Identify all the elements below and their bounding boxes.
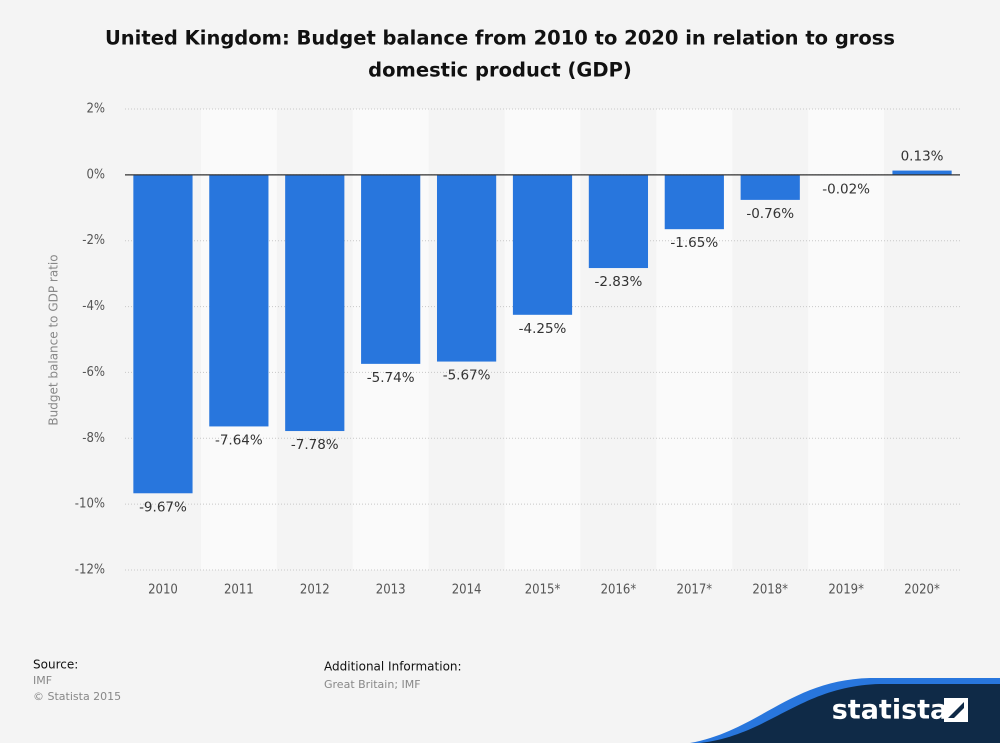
bar xyxy=(664,174,724,230)
logo-wave xyxy=(700,684,1000,743)
bar xyxy=(361,174,421,364)
value-label: -5.74% xyxy=(367,370,415,386)
value-label: -0.76% xyxy=(746,206,794,222)
bar xyxy=(740,174,800,200)
y-tick-label: 2% xyxy=(86,102,105,117)
x-tick-label: 2010 xyxy=(148,583,178,598)
logo[interactable]: statista xyxy=(832,695,949,726)
y-tick-label: -2% xyxy=(82,233,105,248)
value-label: -7.64% xyxy=(215,432,263,448)
copyright: © Statista 2015 xyxy=(33,690,121,703)
value-label: -2.83% xyxy=(595,274,643,290)
value-label: -9.67% xyxy=(139,499,187,515)
bar xyxy=(512,174,573,315)
x-tick-label: 2016* xyxy=(601,583,637,598)
bar xyxy=(133,174,193,494)
source: IMF xyxy=(33,674,52,687)
x-tick-label: 2014 xyxy=(452,583,482,598)
source-heading: Source: xyxy=(33,658,78,672)
band xyxy=(808,109,885,570)
value-label: 0.13% xyxy=(901,149,944,165)
value-label: -1.65% xyxy=(670,235,718,251)
info-heading: Additional Information: xyxy=(324,660,462,674)
y-tick-label: 0% xyxy=(86,167,105,182)
y-axis-label: Budget balance to GDP ratio xyxy=(47,254,61,425)
value-label: -0.02% xyxy=(822,182,870,198)
chart-title: United Kingdom: Budget balance from 2010… xyxy=(105,27,895,50)
x-tick-label: 2013 xyxy=(376,583,406,598)
x-tick-label: 2011 xyxy=(224,583,254,598)
x-tick-label: 2019* xyxy=(828,583,864,598)
value-label: -7.78% xyxy=(291,437,339,453)
bar xyxy=(285,174,345,432)
x-tick-label: 2018* xyxy=(752,583,788,598)
info: Great Britain; IMF xyxy=(324,678,421,691)
x-tick-label: 2012 xyxy=(300,583,330,598)
x-tick-label: 2015* xyxy=(525,583,561,598)
bar xyxy=(436,174,497,362)
value-label: -4.25% xyxy=(519,321,567,337)
value-label: -5.67% xyxy=(443,368,491,384)
y-tick-label: -10% xyxy=(75,497,105,512)
y-tick-label: -12% xyxy=(75,563,105,578)
bar xyxy=(209,174,269,427)
y-tick-label: -8% xyxy=(82,431,105,446)
y-tick-label: -6% xyxy=(82,365,105,380)
x-tick-label: 2017* xyxy=(677,583,713,598)
chart-title: domestic product (GDP) xyxy=(368,59,632,82)
bar xyxy=(588,174,649,269)
y-tick-label: -4% xyxy=(82,299,105,314)
logo-icon xyxy=(948,702,964,718)
x-tick-label: 2020* xyxy=(904,583,940,598)
bar xyxy=(892,170,952,175)
